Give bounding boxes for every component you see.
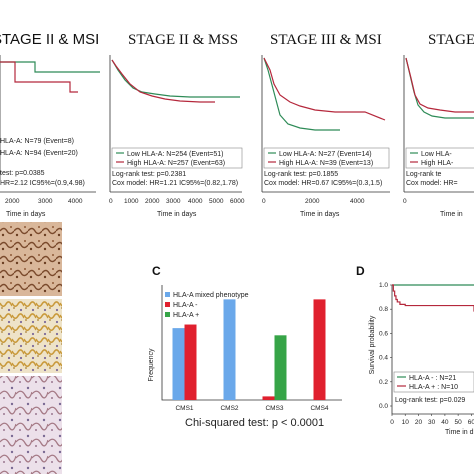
km1-curve-low [0,61,100,73]
bar-cms4-2 [313,299,326,400]
km3-legend-box [263,147,390,169]
km4-legend-1: Low HLA- [421,151,452,158]
km2-curve-low [111,59,240,98]
km2-legend-1: Low HLA-A: N=254 (Event=51) [127,151,224,158]
km1-xtick-2: 3000 [38,198,53,205]
panel-d-ytick-4: 0.8 [379,306,388,313]
km3-stats-1: Log-rank test: p=0.1855 [264,171,338,178]
km4-title: STAGE I [428,32,474,48]
panel-d-legend-1: HLA-A - : N=21 [409,375,456,382]
km2-xtick-3: 3000 [166,198,181,205]
bar-cms1-2 [184,324,197,400]
panel-d-curve-2 [392,284,474,312]
km3-stats-2: Cox model: HR=0.67 IC95%=(0.3,1.5) [264,180,382,187]
km1-legend-1: HLA-A: N=79 (Event=8) [0,138,74,145]
km1-stats-2: HR=2.12 IC95%=(0.9,4.98) [0,180,85,187]
panel-d-xtick-6: 60 [468,419,474,426]
km2-legend-2: High HLA-A: N=257 (Event=63) [127,160,225,167]
km4-xlabel: Time in [440,211,463,218]
km-panel-1: STAGE II & MSI HLA-A: N=79 (Event=8) HLA… [0,31,100,218]
km2-stats-1: Log-rank test: p=0.2381 [112,171,186,178]
km2-xlabel: Time in days [157,211,197,218]
km1-stats-1: test: p=0.0385 [0,170,45,177]
panel-d-ylabel: Survival probability [369,315,376,374]
panel-d-legend-2: HLA-A + : N=10 [409,384,458,391]
panel-c-ylabel: Frequency [148,348,155,382]
panel-c-category-cms3: CMS3 [265,405,283,412]
km1-xlabel: Time in days [6,211,46,218]
panel-d-ytick-0: 0.0 [379,403,388,410]
km4-legend-box [405,147,474,169]
km4-stats-1: Log-rank te [406,171,442,178]
km2-xtick-6: 6000 [230,198,245,205]
km1-xtick-3: 4000 [68,198,83,205]
panel-d-xlabel: Time in d [445,429,474,436]
panel-c-legend-swatch-1 [165,292,170,297]
km3-curve-low [263,57,340,131]
km4-stats-2: Cox model: HR= [406,180,458,187]
km3-xlabel: Time in days [300,211,340,218]
panel-d-xtick-5: 50 [455,419,463,426]
panel-c-letter: C [152,264,161,278]
histology-image-1 [0,222,62,296]
panel-d-ytick-1: 0.2 [379,379,388,386]
panel-c-legend-1: HLA-A mixed phenotype [173,292,249,299]
panel-d-stats: Log-rank test: p=0.029 [395,397,465,404]
panel-c-category-cms4: CMS4 [310,405,328,412]
panel-d-xtick-2: 20 [415,419,423,426]
km3-xtick-2: 4000 [350,198,365,205]
km-panel-4: STAGE I Low HLA- High HLA- Log-rank te C… [403,32,474,218]
km1-title: STAGE II & MSI [0,31,99,48]
bar-cms1-1 [172,328,185,400]
panel-d-xtick-0: 0 [390,419,394,426]
km4-xtick-0: 0 [403,198,407,205]
km4-curve-high [405,57,474,113]
panel-d-legend-box [393,371,474,393]
panel-d-ytick-5: 1.0 [379,282,388,289]
km3-xtick-1: 2000 [305,198,320,205]
km4-curve-low [405,57,474,119]
km1-curve-high [0,61,78,93]
panel-d-xtick-1: 10 [402,419,410,426]
bar-cms3-3 [274,335,287,400]
km2-curve-high [111,59,215,103]
km2-xtick-2: 2000 [145,198,160,205]
km1-legend-2: HLA-A: N=94 (Event=20) [0,150,78,157]
km4-legend-2: High HLA- [421,160,454,167]
panel-c-legend-2: HLA-A - [173,302,198,309]
histology-image-3 [0,376,62,474]
km3-legend-1: Low HLA-A: N=27 (Event=14) [279,151,372,158]
km2-xtick-4: 4000 [188,198,203,205]
panel-d-xtick-4: 40 [441,419,449,426]
panel-c-bar-chart: C Frequency HLA-A mixed phenotype HLA-A … [148,264,342,429]
km3-title: STAGE III & MSI [270,32,382,48]
histology-image-2 [0,299,62,373]
km1-xtick-1: 2000 [5,198,20,205]
panel-c-legend-3: HLA-A + [173,312,199,319]
km2-title: STAGE II & MSS [128,32,238,48]
km3-curve-high [263,57,386,121]
km2-xtick-5: 5000 [209,198,224,205]
panel-d-ytick-3: 0.6 [379,330,388,337]
km-panel-2: STAGE II & MSS Low HLA-A: N=254 (Event=5… [109,32,245,218]
bar-cms2-1 [223,299,236,400]
panel-d-letter: D [356,264,365,278]
km2-xtick-1: 1000 [124,198,139,205]
panel-c-legend-swatch-3 [165,312,170,317]
km2-stats-2: Cox model: HR=1.21 IC95%=(0.82,1.78) [112,180,238,187]
bar-cms3-2 [262,396,275,400]
panel-c-caption: Chi-squared test: p < 0.0001 [185,417,324,429]
panel-c-category-cms2: CMS2 [220,405,238,412]
km3-legend-2: High HLA-A: N=39 (Event=13) [279,160,373,167]
km3-xtick-0: 0 [262,198,266,205]
panel-c-category-cms1: CMS1 [175,405,193,412]
panel-c-legend-swatch-2 [165,302,170,307]
panel-d-xtick-3: 30 [428,419,436,426]
panel-d-ytick-2: 0.4 [379,355,388,362]
panel-d-survival-chart: D Survival probability 0.0 0.2 0.4 0.6 0.8 1.… [356,264,474,436]
km-panel-3: STAGE III & MSI Low HLA-A: N=27 (Event=1… [261,32,390,218]
km2-xtick-0: 0 [109,198,113,205]
km2-legend-box [111,147,243,169]
